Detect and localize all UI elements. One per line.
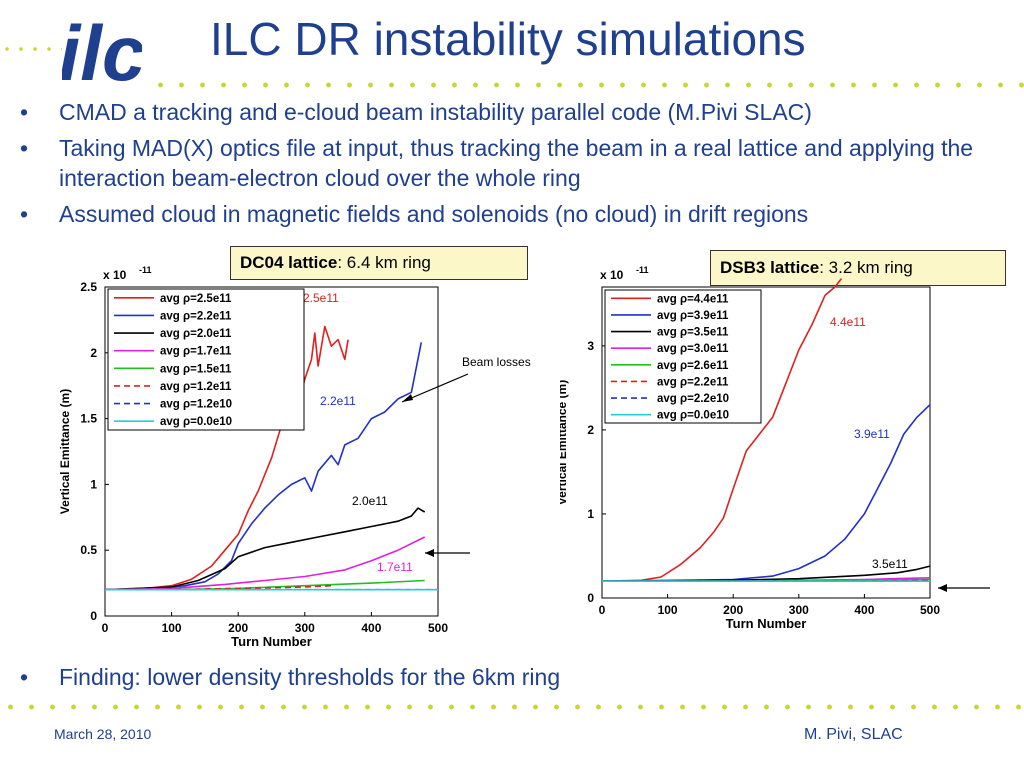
dot-rule-top-left (0, 46, 62, 52)
series-data-label: 2.0e11 (352, 494, 388, 508)
bullet-marker: • (20, 99, 29, 125)
bullet-item: • CMAD a tracking and e-cloud beam instab… (0, 97, 1010, 127)
x-tick-label: 400 (854, 603, 874, 617)
y-tick-label: 1.5 (80, 412, 97, 426)
x-axis-label: Turn Number (726, 616, 807, 631)
footer-date: March 28, 2010 (54, 726, 152, 742)
legend-entry: avg ρ=2.2e10 (657, 393, 729, 405)
x-tick-label: 400 (361, 621, 381, 635)
legend-entry: avg ρ=1.2e10 (160, 399, 232, 411)
y-tick-label: 2 (90, 346, 97, 360)
series-data-label: 4.4e11 (830, 315, 866, 329)
series-data-label: 2.5e11 (303, 291, 339, 305)
footer-author: M. Pivi, SLAC (804, 726, 903, 743)
y-tick-label: 0 (90, 609, 97, 623)
bullet-list: • CMAD a tracking and e-cloud beam instab… (0, 97, 1010, 235)
legend-entry: avg ρ=3.5e11 (657, 327, 729, 339)
chart-dc04: 0 100 200 300 400 500 0 0.5 1 1.5 2 2.5 x 10 -11 Turn … (58, 265, 531, 649)
series-line (104, 342, 423, 591)
y-axis-label: Vertical Emittance (m) (58, 389, 72, 514)
series-data-label: 3.5e11 (872, 557, 908, 571)
x-tick-label: 300 (295, 621, 315, 635)
x-tick-label: 500 (920, 603, 940, 617)
arrow-head (425, 549, 434, 557)
logo-text: ilc (62, 9, 142, 92)
arrow-head (938, 584, 947, 592)
x-tick-label: 200 (723, 603, 743, 617)
x-axis-label: Turn Number (231, 634, 312, 649)
bullet-marker: • (20, 664, 29, 690)
bullet-text: Assumed cloud in magnetic fields and sol… (59, 201, 809, 227)
series-data-label: 3.9e11 (854, 427, 890, 441)
finding-list: • Finding: lower density thresholds for t… (0, 662, 1010, 698)
y-tick-label: 3 (587, 339, 594, 353)
legend-entry: avg ρ=0.0e10 (160, 416, 232, 428)
page-title: ILC DR instability simulations (210, 13, 806, 65)
series-data-label: 2.2e11 (320, 394, 356, 408)
legend-entry: avg ρ=1.5e11 (160, 363, 232, 375)
y-tick-label: 2.5 (80, 280, 97, 294)
bullet-item: • Assumed cloud in magnetic fields and so… (0, 199, 1010, 229)
dot-rule-bottom (0, 704, 1024, 710)
scale-label: x 10 (103, 268, 127, 282)
lattice-name: DC04 lattice (240, 253, 338, 272)
arrow-beam-losses (401, 373, 469, 403)
series-line (601, 278, 843, 582)
bullet-text: CMAD a tracking and e-cloud beam instabi… (59, 99, 812, 125)
chart-dsb3: 0 100 200 300 400 500 0 1 2 3 x 10 -11 Turn Number Ve… (560, 265, 990, 631)
bullet-item: • Taking MAD(X) optics file at input, thu… (0, 133, 1010, 193)
x-tick-label: 0 (102, 621, 109, 635)
legend-box (107, 288, 305, 431)
legend-entry: avg ρ=1.7e11 (160, 346, 232, 358)
bullet-text: Taking MAD(X) optics file at input, thus… (59, 135, 974, 191)
x-tick-label: 500 (428, 621, 448, 635)
x-tick-label: 300 (789, 603, 809, 617)
scale-exponent: -11 (636, 265, 649, 275)
x-tick-label: 100 (162, 621, 182, 635)
legend-entry: avg ρ=0.0e10 (657, 410, 729, 422)
y-tick-label: 2 (587, 423, 594, 437)
legend-entry: avg ρ=1.2e11 (160, 381, 232, 393)
legend-entry: avg ρ=2.2e11 (657, 376, 729, 388)
legend-entry: avg ρ=2.5e11 (160, 293, 232, 305)
x-tick-label: 100 (658, 603, 678, 617)
x-tick-label: 200 (228, 621, 248, 635)
legend-entry: avg ρ=3.9e11 (657, 310, 729, 322)
annotation-beam-losses: Beam losses (462, 355, 531, 369)
scale-exponent: -11 (139, 265, 152, 275)
ilc-logo: ilc (62, 9, 142, 92)
y-tick-label: 0.5 (80, 543, 97, 557)
x-tick-label: 0 (599, 603, 606, 617)
lattice-detail: : 6.4 km ring (337, 253, 431, 272)
series-data-label: 1.7e11 (377, 560, 413, 574)
bullet-marker: • (20, 201, 29, 227)
lattice-label-box-dsb3: DSB3 lattice: 3.2 km ring (710, 250, 1006, 286)
lattice-name: DSB3 lattice (720, 258, 820, 277)
lattice-detail: : 3.2 km ring (819, 258, 913, 277)
y-axis-label: Vertical Emittance (m) (560, 380, 569, 505)
finding-text: Finding: lower density thresholds for th… (59, 664, 561, 690)
lattice-label-box-dc04: DC04 lattice: 6.4 km ring (230, 246, 528, 280)
series-line (104, 536, 426, 591)
arrow-head (402, 394, 413, 402)
series-line (601, 404, 931, 582)
legend-entry: avg ρ=2.0e11 (160, 328, 232, 340)
legend-entry: avg ρ=4.4e11 (657, 293, 729, 305)
series-line (104, 507, 426, 591)
dot-rule-top (150, 82, 1024, 88)
legend-box (604, 289, 762, 424)
legend-entry: avg ρ=2.6e11 (657, 360, 729, 372)
legend-entry: avg ρ=2.2e11 (160, 310, 232, 322)
bullet-item: • Finding: lower density thresholds for t… (0, 662, 1010, 692)
y-tick-label: 1 (587, 507, 594, 521)
legend-entry: avg ρ=3.0e11 (657, 343, 729, 355)
scale-label: x 10 (600, 268, 624, 282)
bullet-marker: • (20, 135, 29, 161)
y-tick-label: 1 (90, 477, 97, 491)
y-tick-label: 0 (587, 591, 594, 605)
